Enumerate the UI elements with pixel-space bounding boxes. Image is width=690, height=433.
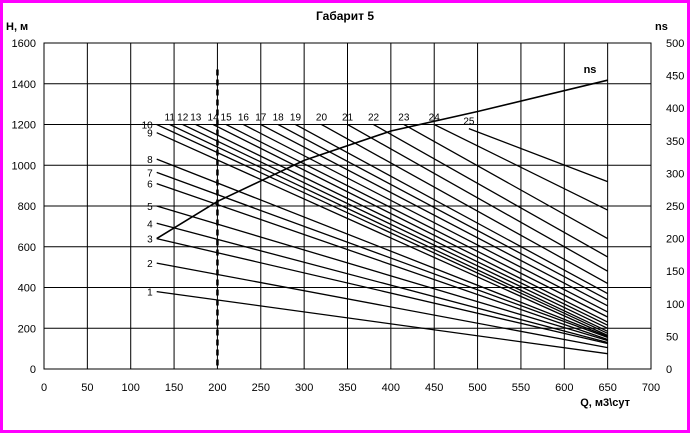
series-line-18 [277, 123, 608, 301]
y-tick-label: 1600 [12, 38, 36, 50]
y2-tick-label: 450 [666, 71, 684, 83]
y-tick-label: 400 [18, 283, 36, 295]
series-label-8: 8 [147, 155, 153, 166]
series-line-3 [156, 237, 608, 345]
y2-tick-label: 0 [666, 364, 672, 376]
series-line-14 [212, 123, 608, 323]
series-label-17: 17 [255, 113, 267, 124]
y2-tick-label: 250 [666, 201, 684, 213]
series-line-4 [156, 222, 608, 344]
y-tick-labels: 0 200 400 600 800 1000 1200 1400 1600 [12, 38, 36, 376]
series-label-18: 18 [273, 113, 285, 124]
x-tick-label: 50 [81, 382, 93, 394]
x-tick-label: 300 [295, 382, 313, 394]
series-line-6 [156, 182, 608, 341]
series-label-4: 4 [147, 219, 153, 230]
series-label-23: 23 [398, 113, 410, 124]
series-label-24: 24 [429, 113, 441, 124]
series-label-15: 15 [221, 113, 233, 124]
series-line-23 [403, 123, 608, 240]
y-axis-label: Н, м [6, 21, 28, 33]
series-label-6: 6 [147, 180, 153, 191]
series-label-19: 19 [290, 113, 302, 124]
y-tick-label: 600 [18, 242, 36, 254]
x-tick-label: 700 [642, 382, 660, 394]
series-line-20 [321, 123, 608, 284]
y2-tick-label: 350 [666, 136, 684, 148]
x-tick-label: 0 [41, 382, 47, 394]
x-tick-label: 500 [468, 382, 486, 394]
series-label-9: 9 [147, 129, 153, 140]
series-label-21: 21 [342, 113, 354, 124]
series-line-19 [295, 123, 608, 295]
y2-axis-label: ns [655, 21, 668, 33]
series-line-7 [156, 171, 608, 339]
series-line-21 [347, 123, 608, 272]
y-tick-label: 1200 [12, 120, 36, 132]
series-line-24 [433, 123, 608, 211]
x-tick-label: 350 [338, 382, 356, 394]
y-tick-label: 0 [30, 364, 36, 376]
chart-title: Габарит 5 [316, 9, 374, 23]
series-label-5: 5 [147, 202, 153, 213]
series-label-11: 11 [165, 113, 176, 124]
y2-tick-label: 200 [666, 234, 684, 246]
series-label-3: 3 [147, 235, 153, 246]
y-tick-label: 800 [18, 201, 36, 213]
y-tick-label: 200 [18, 323, 36, 335]
x-tick-label: 400 [382, 382, 400, 394]
series-label-20: 20 [316, 113, 328, 124]
x-axis-label: Q, м3\сут [580, 397, 630, 409]
series-label-16: 16 [238, 113, 250, 124]
series-label-1: 1 [147, 288, 153, 299]
series-line-8 [156, 158, 608, 338]
series-label-14: 14 [208, 113, 220, 124]
y2-tick-label: 300 [666, 168, 684, 180]
series-line-15 [225, 123, 608, 318]
series-line-5 [156, 205, 608, 342]
series-line-12 [182, 123, 608, 329]
y2-tick-labels: 0 50 100 150 200 250 300 350 400 450 500 [666, 38, 684, 376]
series-label-7: 7 [147, 168, 153, 179]
series-line-16 [243, 123, 608, 313]
series-lines [156, 69, 608, 369]
x-tick-label: 600 [555, 382, 573, 394]
x-tick-label: 100 [122, 382, 140, 394]
y2-tick-label: 50 [666, 331, 678, 343]
series-label-25: 25 [463, 117, 475, 128]
series-label-22: 22 [368, 113, 380, 124]
x-tick-label: 150 [165, 382, 183, 394]
series-line-9 [156, 132, 608, 336]
y2-tick-label: 150 [666, 266, 684, 278]
series-line-11 [169, 123, 608, 332]
series-label-10: 10 [142, 121, 154, 132]
series-line-1 [156, 290, 608, 355]
x-tick-label: 450 [425, 382, 443, 394]
series-line-2 [156, 262, 608, 349]
x-tick-labels: 0 50 100 150 200 250 300 350 400 450 500 550 600 650 7… [41, 382, 660, 394]
series-line-10 [156, 123, 608, 334]
ns-curve-label: ns [584, 64, 597, 76]
y2-tick-label: 400 [666, 103, 684, 115]
y2-tick-label: 100 [666, 299, 684, 311]
x-tick-label: 250 [252, 382, 270, 394]
series-label-13: 13 [190, 113, 202, 124]
y-tick-label: 1400 [12, 79, 36, 91]
x-tick-label: 650 [598, 382, 616, 394]
y-tick-label: 1000 [12, 160, 36, 172]
x-tick-label: 200 [208, 382, 226, 394]
series-line-13 [195, 123, 608, 326]
ns-curve [156, 79, 608, 240]
series-label-2: 2 [147, 259, 153, 270]
series-label-12: 12 [177, 113, 189, 124]
series-line-22 [373, 123, 608, 258]
y2-tick-label: 500 [666, 38, 684, 50]
x-tick-label: 550 [512, 382, 530, 394]
series-line-25 [468, 127, 608, 183]
